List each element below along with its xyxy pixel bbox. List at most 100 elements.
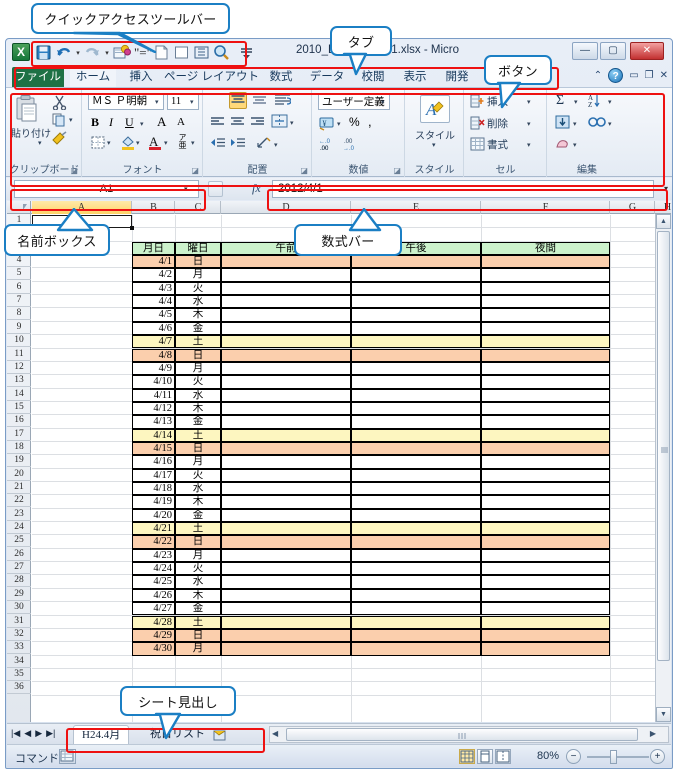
table-row[interactable]: [221, 522, 351, 536]
insert-cells-icon[interactable]: [470, 94, 485, 113]
table-row[interactable]: 4/22: [132, 535, 175, 549]
table-row[interactable]: [481, 255, 610, 269]
row-header-31[interactable]: 31: [7, 615, 31, 628]
expand-formula-bar-icon[interactable]: ▾: [663, 184, 668, 193]
row-header-34[interactable]: 34: [7, 655, 31, 668]
table-row[interactable]: [481, 508, 610, 523]
table-row[interactable]: 水: [175, 575, 221, 589]
tab-developer[interactable]: 開発: [445, 71, 469, 83]
delete-dropdown-icon[interactable]: ▾: [527, 121, 531, 128]
table-row[interactable]: [351, 602, 481, 616]
clear-dropdown-icon[interactable]: ▾: [573, 142, 577, 149]
table-row[interactable]: 4/16: [132, 455, 175, 469]
table-row[interactable]: [221, 468, 351, 482]
borders-icon[interactable]: [91, 136, 105, 154]
table-row[interactable]: 4/3: [132, 281, 175, 296]
maximize-button[interactable]: ▢: [600, 42, 626, 60]
table-row[interactable]: [221, 562, 351, 576]
row-header-7[interactable]: 7: [7, 294, 31, 308]
tab-insert[interactable]: 挿入: [129, 71, 153, 83]
table-row[interactable]: 4/13: [132, 415, 175, 429]
format-label[interactable]: 書式: [487, 139, 508, 151]
table-row[interactable]: [221, 482, 351, 496]
table-row[interactable]: 4/15: [132, 441, 175, 456]
align-top-icon[interactable]: [210, 94, 225, 112]
table-row[interactable]: [351, 268, 481, 282]
tab-home[interactable]: ホーム: [70, 67, 116, 87]
table-row[interactable]: 日: [175, 441, 221, 456]
row-header-20[interactable]: 20: [7, 468, 31, 481]
table-row[interactable]: [481, 295, 610, 309]
table-row[interactable]: 土: [175, 522, 221, 536]
delete-cells-icon[interactable]: [470, 116, 485, 135]
table-row[interactable]: [481, 308, 610, 322]
horizontal-scroll-thumb[interactable]: [286, 728, 638, 741]
table-row[interactable]: [351, 361, 481, 376]
italic-button[interactable]: I: [109, 115, 113, 129]
table-row[interactable]: [221, 361, 351, 376]
minimize-button[interactable]: —: [572, 42, 598, 60]
table-row[interactable]: [221, 415, 351, 429]
table-row[interactable]: [221, 335, 351, 349]
table-row[interactable]: 火: [175, 281, 221, 296]
table-row[interactable]: [351, 588, 481, 603]
borders-dropdown-icon[interactable]: ▾: [107, 140, 111, 147]
column-header-C[interactable]: C: [176, 201, 221, 214]
name-box[interactable]: A1: [14, 180, 199, 198]
row-header-27[interactable]: 27: [7, 561, 31, 575]
row-header-21[interactable]: 21: [7, 481, 31, 494]
table-row[interactable]: [221, 268, 351, 282]
table-row[interactable]: 水: [175, 482, 221, 496]
clear-icon[interactable]: [555, 137, 571, 156]
table-row[interactable]: [351, 628, 481, 643]
sheet-last-button[interactable]: ▶|: [46, 728, 56, 738]
row-header-23[interactable]: 23: [7, 508, 31, 521]
table-row[interactable]: 月: [175, 455, 221, 469]
table-row[interactable]: 金: [175, 602, 221, 616]
table-header-cell[interactable]: 月日: [132, 241, 175, 256]
formula-input[interactable]: 2012/4/1: [272, 180, 654, 198]
increase-font-size-icon[interactable]: A: [157, 114, 167, 129]
sheet-tab-0[interactable]: H24.4月: [73, 725, 130, 744]
table-row[interactable]: [481, 348, 610, 362]
table-row[interactable]: 火: [175, 375, 221, 389]
styles-button[interactable]: A: [420, 95, 450, 123]
table-row[interactable]: 月: [175, 268, 221, 282]
tab-view[interactable]: 表示: [403, 71, 427, 83]
table-row[interactable]: [351, 441, 481, 456]
paste-icon[interactable]: [14, 94, 40, 129]
table-row[interactable]: [221, 441, 351, 456]
cell-area[interactable]: 月日 曜日 午前 午後 夜間 4/1 日 4/2 月 4/3 火 4/4 水 4/5 木 4/6 金 4/7 土 4/…: [32, 215, 656, 722]
row-header-6[interactable]: 6: [7, 281, 31, 294]
styles-dropdown-icon[interactable]: ▾: [432, 142, 436, 149]
zoom-slider-track[interactable]: [587, 756, 649, 758]
number-format-dropdown-icon[interactable]: ▾: [381, 99, 385, 106]
paste-dropdown-icon[interactable]: ▾: [38, 140, 42, 147]
row-header-19[interactable]: 19: [7, 454, 31, 468]
sheet-nav-buttons[interactable]: |◀ ◀ ▶ ▶|: [11, 728, 55, 739]
vertical-scrollbar[interactable]: ▲ ▼: [655, 214, 671, 722]
table-row[interactable]: [221, 615, 351, 629]
table-row[interactable]: 火: [175, 562, 221, 576]
customize-toolbar-icon[interactable]: [237, 43, 256, 62]
cancel-formula-icon[interactable]: [208, 181, 223, 197]
row-header-30[interactable]: 30: [7, 601, 31, 615]
table-row[interactable]: [351, 615, 481, 629]
underline-button[interactable]: U: [125, 115, 134, 129]
row-header-18[interactable]: 18: [7, 441, 31, 454]
insert-dropdown-icon[interactable]: ▾: [527, 99, 531, 106]
table-row[interactable]: 木: [175, 401, 221, 416]
tab-page-layout[interactable]: ページ レイアウト: [164, 71, 259, 83]
table-row[interactable]: 4/5: [132, 308, 175, 322]
row-header-9[interactable]: 9: [7, 321, 31, 334]
print-preview-icon[interactable]: [112, 43, 131, 62]
table-row[interactable]: 4/8: [132, 348, 175, 362]
table-row[interactable]: [481, 375, 610, 389]
decrease-decimal-icon[interactable]: .00 →.0: [343, 137, 363, 156]
redo-icon[interactable]: [83, 43, 102, 62]
undo-dropdown-icon[interactable]: ▾: [76, 49, 80, 57]
zoom-out-button[interactable]: −: [566, 749, 581, 764]
tab-formulas[interactable]: 数式: [269, 71, 293, 83]
table-row[interactable]: 4/30: [132, 642, 175, 656]
table-header-cell[interactable]: 夜間: [481, 241, 610, 256]
